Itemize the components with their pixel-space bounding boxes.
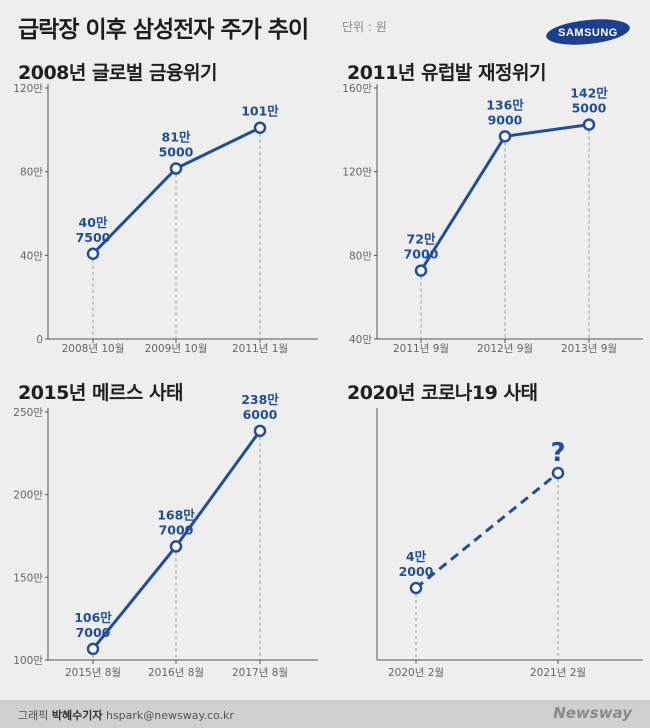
chart-panel-2008: 2008년 글로벌 금융위기 0 40만 80만 120만 2008년 10월 2009년… [0, 52, 325, 370]
data-point [551, 466, 565, 480]
data-point [253, 424, 267, 438]
y-tick-label: 120만 [13, 83, 43, 95]
credit-label: 그래픽 [18, 709, 49, 722]
chart-title: 2015년 메르스 사태 [18, 382, 184, 404]
data-label: 6000 [243, 407, 278, 422]
x-tick-label: 2011년 9월 [393, 343, 449, 355]
x-tick-label: 2017년 8월 [232, 667, 288, 679]
data-label: 72만 [407, 232, 436, 247]
credit: 그래픽 박혜수기자 hspark@newsway.co.kr [18, 707, 234, 723]
data-label: 7000 [76, 625, 111, 640]
chart-panel-2011: 2011년 유럽발 재정위기 40만 80만 120만 160만 2011년 9월 201… [325, 52, 650, 370]
y-tick-label: 120만 [342, 167, 372, 179]
data-point [414, 264, 428, 277]
y-tick-label: 40만 [20, 250, 43, 262]
chart-panel-2015: 2015년 메르스 사태 100만 150만 200만 250만 2015년 8월 201… [0, 370, 325, 700]
y-tick-label: 80만 [20, 167, 43, 179]
samsung-logo: SAMSUNG [545, 19, 631, 45]
y-tick-label: 200만 [13, 490, 43, 502]
x-tick-label: 2011년 1월 [232, 343, 288, 355]
chart-title: 2008년 글로벌 금융위기 [18, 62, 217, 84]
data-label: 5000 [572, 101, 607, 116]
data-label: 9000 [488, 112, 523, 127]
y-tick-label: 250만 [13, 407, 43, 419]
data-point [253, 121, 267, 134]
data-label: 106만 [74, 610, 112, 625]
data-label: 7000 [159, 522, 194, 537]
data-label: 2000 [399, 564, 434, 579]
data-point [86, 247, 100, 261]
x-tick-label: 2013년 9월 [561, 343, 617, 355]
data-label: 101만 [241, 104, 279, 119]
header: 급락장 이후 삼성전자 주가 추이 단위 : 원 SAMSUNG [0, 0, 650, 52]
y-tick-label: 0 [36, 334, 43, 346]
page-title: 급락장 이후 삼성전자 주가 추이 [18, 17, 309, 43]
data-label: 142만 [570, 86, 608, 101]
data-point [498, 130, 512, 143]
chart-title: 2020년 코로나19 사태 [347, 382, 538, 404]
data-point [582, 118, 596, 131]
data-label: 81만 [162, 130, 191, 145]
unit-label: 단위 : 원 [342, 20, 387, 34]
x-tick-label: 2021년 2월 [530, 667, 586, 679]
data-label: 136만 [486, 97, 524, 112]
chart-panel-2020: 2020년 코로나19 사태 2020년 2월 2021년 2월 4만 2000? [325, 370, 650, 700]
data-label: 4만 [406, 549, 427, 564]
chart-2015: 100만 150만 200만 250만 2015년 8월 2016년 8월 2017년 8월… [13, 392, 318, 679]
x-tick-label: 2009년 10월 [145, 343, 208, 355]
data-point [409, 581, 423, 595]
series-line [415, 471, 559, 590]
y-tick-label: 160만 [342, 83, 372, 95]
x-tick-label: 2016년 8월 [148, 667, 204, 679]
data-label: 7000 [404, 247, 439, 262]
svg-text:SAMSUNG: SAMSUNG [558, 27, 618, 39]
data-label: 168만 [157, 507, 195, 522]
data-label: 5000 [159, 145, 194, 160]
x-tick-label: 2012년 9월 [477, 343, 533, 355]
y-tick-label: 80만 [349, 250, 372, 262]
y-tick-label: 40만 [349, 334, 372, 346]
data-point [169, 162, 183, 175]
x-tick-label: 2015년 8월 [65, 667, 121, 679]
data-label: 238만 [241, 392, 279, 407]
unknown-value-mark: ? [550, 438, 565, 468]
x-tick-label: 2008년 10월 [62, 343, 125, 355]
data-label: 7500 [76, 230, 111, 245]
chart-2008: 0 40만 80만 120만 2008년 10월 2009년 10월 2011년 1월 40만… [13, 83, 318, 355]
chart-2011: 40만 80만 120만 160만 2011년 9월 2012년 9월 2013년 9월 72… [342, 83, 643, 355]
credit-email: hspark@newsway.co.kr [105, 709, 234, 722]
newsway-logo: Newsway [553, 704, 632, 722]
data-point [169, 540, 183, 553]
x-tick-label: 2020년 2월 [388, 667, 444, 679]
chart-title: 2011년 유럽발 재정위기 [347, 62, 546, 84]
credit-name: 박혜수기자 [51, 709, 103, 722]
y-tick-label: 150만 [13, 572, 43, 584]
y-tick-label: 100만 [13, 655, 43, 667]
footer: 그래픽 박혜수기자 hspark@newsway.co.kr Newsway [0, 700, 650, 728]
series-line [91, 429, 262, 650]
data-point [86, 642, 100, 656]
data-label: 40만 [79, 215, 108, 230]
